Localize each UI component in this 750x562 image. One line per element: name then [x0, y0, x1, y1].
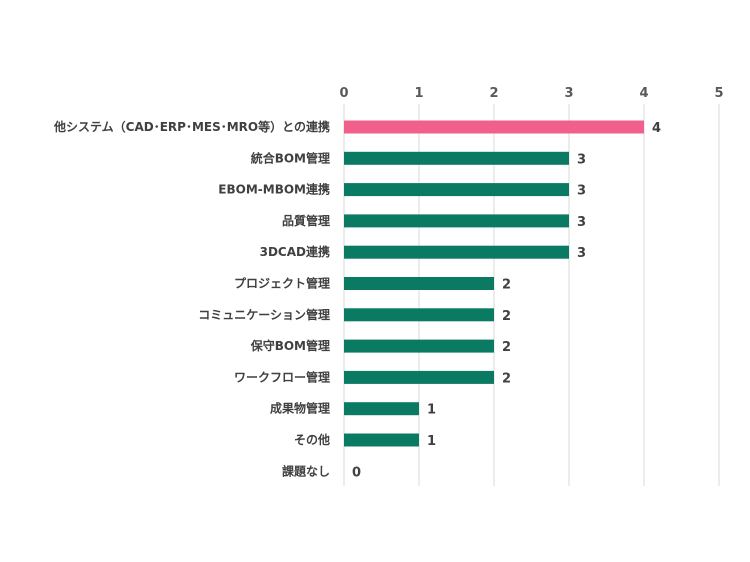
x-axis-ticks: 0 1 2 3 4 5 [339, 86, 723, 101]
value-label: 2 [502, 371, 511, 386]
category-label: コミュニケーション管理 [198, 307, 330, 322]
value-label: 4 [652, 121, 661, 136]
bar [344, 151, 569, 165]
value-label: 2 [502, 309, 511, 324]
category-label: ワークフロー管理 [234, 369, 330, 384]
x-tick-label: 4 [639, 86, 648, 101]
bar [344, 277, 494, 290]
bars [344, 120, 644, 447]
category-label: 課題なし [282, 463, 330, 478]
value-label: 0 [352, 465, 361, 480]
gridlines [343, 104, 720, 486]
value-label: 3 [577, 246, 586, 261]
bar [344, 214, 569, 228]
value-label: 3 [577, 184, 586, 199]
bar [344, 402, 419, 416]
category-label: その他 [294, 432, 330, 447]
value-label: 1 [427, 403, 436, 418]
x-tick-label: 3 [564, 86, 573, 101]
category-label: 保守BOM管理 [250, 338, 330, 353]
x-tick-label: 2 [489, 86, 498, 101]
value-label: 2 [502, 340, 511, 355]
bar [344, 308, 494, 322]
category-label: 統合BOM管理 [251, 150, 330, 165]
value-labels: 4 3 3 3 3 2 2 2 2 1 1 0 [352, 121, 661, 480]
value-label: 3 [577, 215, 586, 230]
value-label: 1 [427, 434, 436, 449]
category-label: プロジェクト管理 [234, 276, 330, 291]
bar [344, 183, 569, 197]
x-tick-label: 1 [414, 86, 423, 101]
bar [344, 339, 494, 353]
bar [344, 120, 644, 134]
bar [344, 245, 569, 259]
bar [344, 370, 494, 384]
value-label: 2 [502, 278, 511, 293]
x-tick-label: 0 [339, 86, 348, 101]
category-label: EBOM-MBOM連携 [218, 182, 330, 197]
x-tick-label: 5 [714, 86, 723, 101]
category-label: 品質管理 [282, 213, 330, 228]
category-label: 3DCAD連携 [260, 244, 330, 259]
bar [344, 433, 419, 447]
value-label: 3 [577, 152, 586, 167]
category-label: 成果物管理 [270, 401, 330, 416]
category-label: 他システム（CAD･ERP･MES･MRO等）との連携 [53, 119, 330, 134]
